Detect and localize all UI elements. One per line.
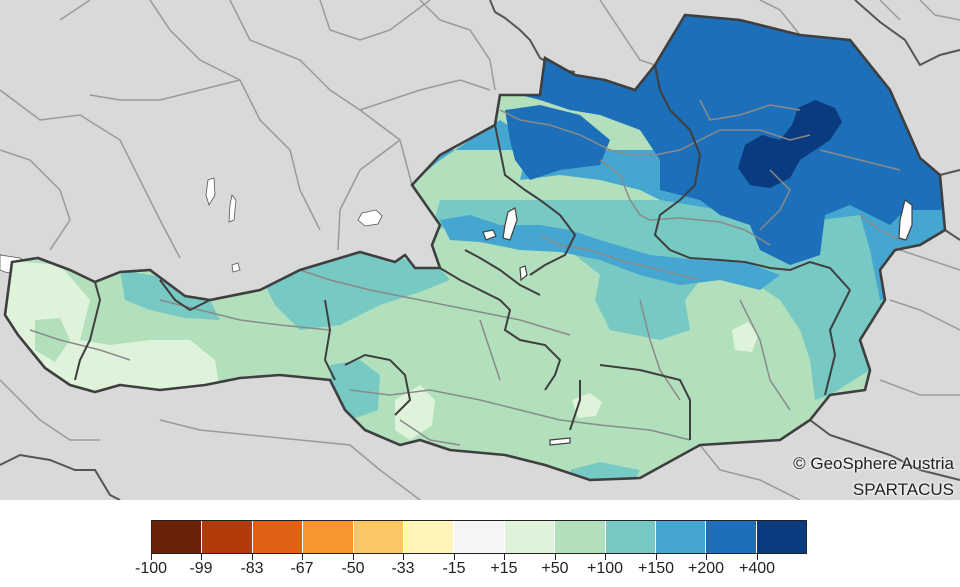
legend-swatch [605, 521, 656, 553]
legend-label: +400 [738, 560, 776, 577]
lake-traunsee [519, 265, 528, 282]
legend-tick [454, 554, 455, 560]
lake-mondsee [482, 229, 497, 241]
austria-state-borders [74, 64, 921, 440]
lakes-inside [482, 198, 913, 446]
legend-label: -100 [134, 560, 168, 577]
legend-tick [757, 554, 758, 560]
legend-swatch [202, 521, 253, 553]
legend-label: +100 [586, 560, 624, 577]
precipitation-anomaly-map: © GeoSphere Austria SPARTACUS [0, 0, 960, 500]
legend-tick [151, 554, 152, 560]
legend-label: -99 [189, 560, 213, 577]
lake-woerthersee [549, 437, 571, 446]
legend-label: -83 [240, 560, 264, 577]
legend-tick [504, 554, 505, 560]
legend-swatch [353, 521, 404, 553]
legend-tick [605, 554, 606, 560]
color-legend: -100 -99 -83 -67 -50 -33 -15 +15 +50 +100 +150 +200… [0, 505, 960, 587]
legend-tick [656, 554, 657, 560]
lake-neusiedl [898, 198, 913, 241]
legend-label: -33 [391, 560, 415, 577]
legend-label: +50 [541, 560, 569, 577]
rivers-and-boundaries [0, 0, 960, 500]
legend-swatch [504, 521, 556, 553]
legend-swatch [756, 521, 807, 553]
legend-tick [252, 554, 253, 560]
legend-tick [706, 554, 707, 560]
legend-tick [302, 554, 303, 560]
legend-swatch [152, 521, 203, 553]
lake-attersee [502, 207, 518, 241]
legend-label: -50 [341, 560, 365, 577]
dataset-credit: SPARTACUS [852, 480, 954, 499]
legend-tick [353, 554, 354, 560]
legend-color-bar [151, 520, 807, 554]
legend-swatch [555, 521, 606, 553]
legend-swatch [454, 521, 505, 553]
austria-anomaly-fill [5, 15, 945, 480]
legend-label: -67 [290, 560, 314, 577]
legend-swatch [252, 521, 304, 553]
legend-swatch [403, 521, 455, 553]
legend-label: +200 [687, 560, 725, 577]
legend-label: -15 [442, 560, 466, 577]
legend-swatch [706, 521, 757, 553]
copyright-credit: © GeoSphere Austria [793, 454, 954, 473]
legend-label: +15 [490, 560, 518, 577]
legend-tick [201, 554, 202, 560]
legend-swatch [303, 521, 354, 553]
legend-tick [403, 554, 404, 560]
legend-tick [555, 554, 556, 560]
legend-swatch [655, 521, 707, 553]
legend-label: +150 [637, 560, 675, 577]
state-boundaries [29, 99, 901, 446]
